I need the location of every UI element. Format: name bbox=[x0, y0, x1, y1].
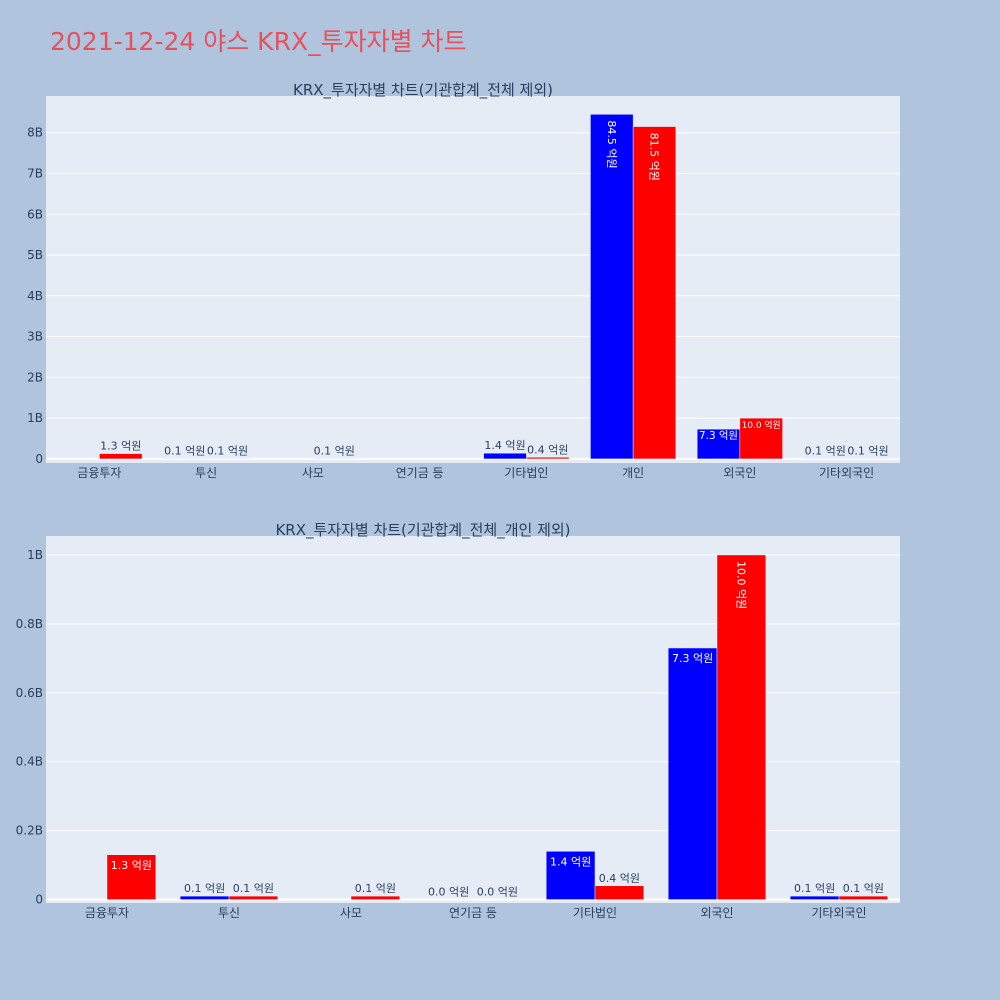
x-tick-label: 사모 bbox=[340, 906, 362, 920]
y-tick-label: 6B bbox=[27, 207, 43, 221]
x-tick-label: 개인 bbox=[622, 466, 644, 480]
y-tick-label: 0.4B bbox=[16, 755, 43, 769]
data-label: 0.1 억원 bbox=[207, 445, 248, 458]
y-tick-label: 0.6B bbox=[16, 686, 43, 700]
data-label: 84.5 억원 bbox=[605, 120, 618, 168]
bar bbox=[483, 452, 527, 460]
bar bbox=[99, 453, 143, 460]
plot-area bbox=[46, 536, 900, 903]
bar bbox=[590, 114, 634, 460]
y-tick-label: 0 bbox=[35, 893, 43, 907]
bar bbox=[789, 895, 840, 900]
y-tick-label: 0.2B bbox=[16, 824, 43, 838]
y-tick-label: 3B bbox=[27, 330, 43, 344]
x-tick-label: 투신 bbox=[218, 906, 240, 920]
x-tick-label: 사모 bbox=[302, 466, 324, 480]
data-label: 0.1 억원 bbox=[847, 445, 888, 458]
x-tick-label: 기타외국인 bbox=[819, 466, 874, 480]
y-tick-label: 0.8B bbox=[16, 617, 43, 631]
data-label: 10.0 억원 bbox=[742, 419, 781, 431]
bar bbox=[716, 554, 767, 900]
chart-2: KRX_투자자별 차트(기관합계_전체_개인 제외) 0 0.2B 0.4B 0.6B 0… bbox=[16, 521, 900, 920]
data-label: 1.4 억원 bbox=[550, 855, 591, 868]
y-tick-label: 2B bbox=[27, 370, 43, 384]
bar bbox=[594, 885, 645, 900]
bar bbox=[228, 895, 279, 900]
data-label: 0.0 억원 bbox=[428, 886, 469, 899]
bar bbox=[545, 851, 596, 900]
x-tick-label: 외국인 bbox=[723, 466, 756, 480]
data-label: 0.1 억원 bbox=[805, 445, 846, 458]
chart-title: KRX_투자자별 차트(기관합계_전체_개인 제외) bbox=[275, 521, 570, 540]
x-tick-label: 금융투자 bbox=[85, 906, 129, 920]
data-label: 0.0 억원 bbox=[477, 886, 518, 899]
y-tick-label: 7B bbox=[27, 166, 43, 180]
data-label: 7.3 억원 bbox=[699, 430, 738, 442]
data-label: 1.3 억원 bbox=[111, 859, 152, 872]
bar bbox=[526, 457, 570, 460]
bar bbox=[739, 417, 783, 460]
data-label: 0.1 억원 bbox=[314, 445, 355, 458]
x-tick-label: 기타법인 bbox=[573, 906, 617, 920]
data-label: 0.1 억원 bbox=[355, 882, 396, 895]
bar bbox=[632, 126, 677, 460]
bar bbox=[179, 895, 230, 900]
x-tick-label: 연기금 등 bbox=[449, 906, 497, 920]
data-label: 1.3 억원 bbox=[100, 440, 141, 453]
y-tick-label: 5B bbox=[27, 248, 43, 262]
y-tick-label: 4B bbox=[27, 289, 43, 303]
bar bbox=[838, 895, 889, 900]
data-label: 1.4 억원 bbox=[484, 439, 525, 452]
x-tick-label: 기타법인 bbox=[504, 466, 548, 480]
data-label: 81.5 억원 bbox=[647, 133, 660, 181]
y-tick-label: 1B bbox=[27, 548, 43, 562]
data-label: 0.1 억원 bbox=[233, 882, 274, 895]
chart-1: KRX_투자자별 차트(기관합계_전체 제외) 0 1B 2B 3B 4B 5B 6B 7B 8B… bbox=[27, 81, 900, 480]
y-tick-label: 0 bbox=[35, 452, 43, 466]
data-label: 7.3 억원 bbox=[672, 652, 713, 665]
bar bbox=[106, 854, 157, 900]
bar bbox=[350, 895, 401, 900]
plot-area bbox=[46, 96, 900, 463]
data-label: 0.1 억원 bbox=[164, 445, 205, 458]
page-title: 2021-12-24 야스 KRX_투자자별 차트 bbox=[50, 27, 467, 56]
y-tick-label: 1B bbox=[27, 411, 43, 425]
x-tick-label: 투신 bbox=[195, 466, 217, 480]
bar bbox=[696, 428, 741, 460]
y-tick-label: 8B bbox=[27, 126, 43, 140]
data-label: 0.4 억원 bbox=[599, 872, 640, 885]
bar bbox=[667, 647, 718, 900]
data-label: 0.4 억원 bbox=[527, 443, 568, 456]
data-label: 10.0 억원 bbox=[734, 561, 747, 609]
x-tick-label: 연기금 등 bbox=[396, 466, 444, 480]
x-tick-label: 기타외국인 bbox=[811, 906, 866, 920]
chart-title: KRX_투자자별 차트(기관합계_전체 제외) bbox=[293, 81, 553, 100]
data-label: 0.1 억원 bbox=[843, 882, 884, 895]
x-tick-label: 외국인 bbox=[700, 906, 733, 920]
data-label: 0.1 억원 bbox=[794, 882, 835, 895]
x-tick-label: 금융투자 bbox=[77, 466, 121, 480]
data-label: 0.1 억원 bbox=[184, 882, 225, 895]
